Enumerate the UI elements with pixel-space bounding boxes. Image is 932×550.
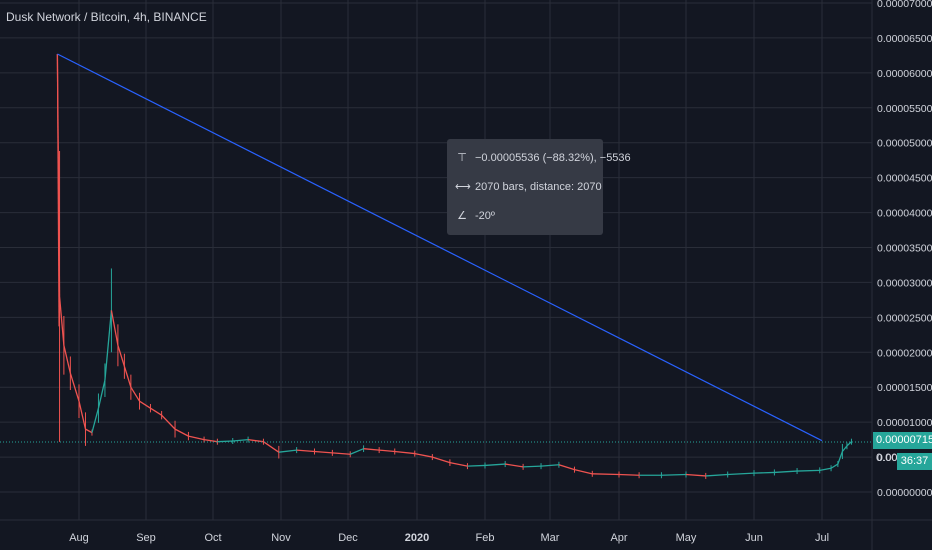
price-segment	[85, 428, 93, 434]
price-segment	[432, 456, 451, 464]
price-segment	[278, 449, 297, 453]
price-segment	[505, 463, 524, 468]
price-segment	[618, 473, 640, 476]
y-tick-label: 0.00006000	[877, 68, 932, 80]
angle-icon: ∠	[457, 210, 467, 222]
last-price-partial-label: 0.000	[876, 452, 904, 464]
price-segment	[150, 407, 162, 416]
y-tick-label: 0.00005000	[877, 138, 932, 150]
price-segment	[314, 450, 333, 454]
x-tick-label: Nov	[271, 532, 291, 544]
price-segment	[830, 463, 839, 469]
price-segment	[414, 452, 433, 458]
trend-line	[57, 53, 823, 442]
price-segment	[484, 463, 506, 467]
price-segment	[104, 310, 113, 381]
price-segment	[97, 380, 106, 409]
price-segment	[449, 462, 468, 467]
price-segment	[63, 345, 71, 374]
x-tick-label: Jul	[815, 532, 829, 544]
price-segment	[69, 373, 80, 402]
y-tick-label: 0.00001500	[877, 382, 932, 394]
price-segment	[574, 469, 593, 475]
price-segment	[705, 473, 728, 477]
price-segment	[174, 428, 189, 437]
price-segment	[91, 408, 100, 433]
price-range-icon: ⊤	[457, 152, 467, 164]
price-segment	[188, 435, 205, 441]
price-segment	[379, 449, 395, 453]
tooltip-row-angle: ∠ -20º	[455, 208, 495, 224]
x-tick-label: 2020	[405, 532, 429, 544]
x-tick-label: Aug	[69, 532, 89, 544]
price-segment	[349, 448, 364, 455]
price-segment	[110, 310, 119, 346]
price-segment	[363, 448, 380, 451]
price-segment	[685, 473, 706, 477]
price-segment	[58, 296, 65, 346]
price-segment	[394, 450, 415, 455]
price-segment	[797, 469, 820, 472]
measure-tooltip: ⊤ −0.00005536 (−88.32%), −5536 ⟷ 2070 bars…	[447, 139, 631, 235]
x-tick-label: Mar	[541, 532, 560, 544]
price-segment	[117, 345, 126, 367]
y-tick-label: 0.00007000	[877, 0, 932, 10]
price-segment	[558, 464, 575, 471]
tooltip-price-change: −0.00005536 (−88.32%), −5536	[475, 152, 631, 164]
price-segment	[592, 473, 620, 476]
price-segment	[78, 401, 87, 430]
x-tick-label: Oct	[204, 532, 221, 544]
price-segment	[841, 445, 848, 452]
last-price-label: 0.00000715	[873, 432, 932, 449]
x-tick-label: Jun	[745, 532, 763, 544]
tooltip-row-bars: ⟷ 2070 bars, distance: 2070	[455, 179, 602, 195]
price-segment	[130, 386, 141, 402]
price-segment	[467, 464, 486, 467]
price-segment	[263, 441, 280, 453]
price-segment	[296, 449, 315, 453]
tooltip-row-price: ⊤ −0.00005536 (−88.32%), −5536	[455, 150, 631, 166]
price-segment	[332, 452, 351, 455]
y-tick-label: 0.00004500	[877, 173, 932, 185]
y-tick-label: 0.00004000	[877, 208, 932, 220]
x-tick-label: Feb	[476, 532, 495, 544]
price-segment	[846, 441, 852, 447]
bar-range-icon: ⟷	[455, 181, 471, 193]
tooltip-angle: -20º	[475, 210, 495, 222]
y-tick-label: 0.00000000	[877, 487, 932, 499]
price-segment	[727, 472, 755, 476]
price-segment	[837, 451, 844, 465]
price-segment	[203, 438, 218, 443]
price-segment	[540, 464, 559, 467]
price-segment	[232, 438, 249, 442]
y-tick-label: 0.00003500	[877, 243, 932, 255]
y-tick-label: 0.00002000	[877, 347, 932, 359]
x-tick-label: May	[676, 532, 697, 544]
price-segment	[523, 465, 542, 468]
price-segment	[661, 473, 687, 476]
y-tick-label: 0.00002500	[877, 312, 932, 324]
price-segment	[774, 470, 798, 474]
price-segment	[753, 471, 775, 474]
y-tick-label: 0.00005500	[877, 103, 932, 115]
x-tick-label: Sep	[136, 532, 156, 544]
price-segment	[819, 467, 832, 471]
price-segment	[248, 438, 264, 443]
price-segment	[161, 414, 176, 430]
price-segment	[139, 400, 151, 409]
tooltip-bars: 2070 bars, distance: 2070	[475, 181, 602, 193]
x-tick-label: Dec	[338, 532, 358, 544]
price-segment	[123, 366, 132, 388]
y-tick-label: 0.00003000	[877, 277, 932, 289]
y-tick-label: 0.00001000	[877, 417, 932, 429]
bar-countdown: 36:37	[897, 453, 932, 470]
y-tick-label: 0.00006500	[877, 33, 932, 45]
x-tick-label: Apr	[610, 532, 627, 544]
chart-title: Dusk Network / Bitcoin, 4h, BINANCE	[6, 10, 207, 24]
